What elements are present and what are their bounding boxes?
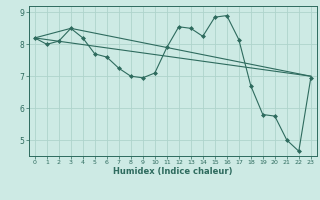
X-axis label: Humidex (Indice chaleur): Humidex (Indice chaleur) — [113, 167, 233, 176]
